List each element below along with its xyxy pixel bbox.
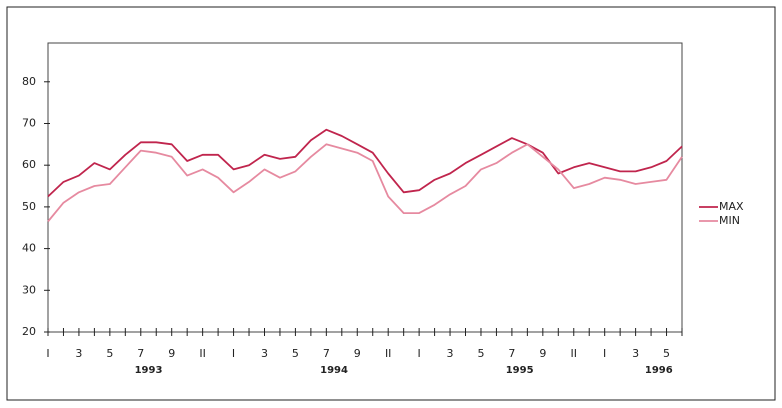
x-tick-label: 9 bbox=[168, 347, 175, 360]
legend-label: MAX bbox=[719, 200, 744, 213]
x-tick-label: II bbox=[571, 347, 578, 360]
x-tick-label: 9 bbox=[354, 347, 361, 360]
x-tick-label: 7 bbox=[508, 347, 515, 360]
series-line bbox=[47, 143, 683, 223]
outer-frame bbox=[6, 6, 776, 401]
x-tick-label: 5 bbox=[292, 347, 299, 360]
x-tick-label: I bbox=[232, 347, 235, 360]
x-tick-label: 5 bbox=[663, 347, 670, 360]
x-tick-label: 3 bbox=[447, 347, 454, 360]
year-label: 1995 bbox=[506, 365, 534, 376]
legend-label: MIN bbox=[719, 214, 740, 227]
plot-frame bbox=[47, 42, 683, 333]
year-label: 1994 bbox=[320, 365, 348, 376]
x-tick-label: 3 bbox=[261, 347, 268, 360]
x-tick-label: 5 bbox=[106, 347, 113, 360]
x-tick-label: II bbox=[199, 347, 206, 360]
x-tick-label: I bbox=[603, 347, 606, 360]
x-tick-label: II bbox=[385, 347, 392, 360]
y-tick-label: 60 bbox=[22, 158, 36, 171]
year-label: 1993 bbox=[135, 365, 163, 376]
y-tick-label: 80 bbox=[22, 75, 36, 88]
x-tick-label: I bbox=[46, 347, 49, 360]
series-line bbox=[47, 128, 683, 198]
y-tick-label: 20 bbox=[22, 325, 36, 338]
y-tick-label: 30 bbox=[22, 283, 36, 296]
year-label: 1996 bbox=[645, 365, 673, 376]
y-tick-label: 70 bbox=[22, 116, 36, 129]
x-tick-label: I bbox=[417, 347, 420, 360]
x-tick-label: 7 bbox=[137, 347, 144, 360]
y-tick-label: 40 bbox=[22, 242, 36, 255]
x-tick-label: 5 bbox=[477, 347, 484, 360]
x-tick-label: 3 bbox=[75, 347, 82, 360]
x-tick-label: 9 bbox=[539, 347, 546, 360]
x-tick-label: 7 bbox=[323, 347, 330, 360]
y-tick-label: 50 bbox=[22, 200, 36, 213]
x-tick-label: 3 bbox=[632, 347, 639, 360]
